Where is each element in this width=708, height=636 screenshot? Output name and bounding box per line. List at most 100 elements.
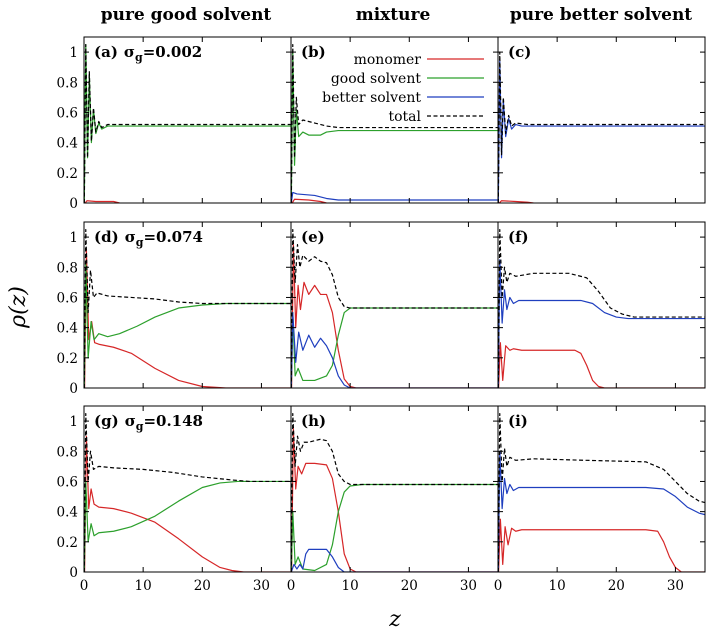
panel-e-label: (e) (301, 228, 325, 246)
x-tick-label: 30 (253, 578, 270, 594)
panel-f-frame (497, 221, 706, 389)
y-tick-label: 1 (69, 230, 78, 246)
y-tick-label: 0.6 (57, 105, 78, 121)
y-tick-label: 0.4 (57, 136, 78, 152)
panel-b-series (291, 43, 498, 203)
panel-c-label: (c) (508, 43, 531, 61)
x-tick-label: 0 (287, 578, 296, 594)
legend: monomer good solvent better solvent total (322, 52, 484, 125)
panel-h-series (291, 412, 498, 572)
panel-c-series (498, 51, 705, 203)
y-tick-label: 0 (69, 381, 78, 397)
x-tick-label: 0 (80, 578, 89, 594)
series-line-better-solvent (498, 450, 705, 572)
series-line-good-solvent (291, 307, 498, 388)
panel-f-series (498, 228, 705, 388)
series-line-better-solvent (498, 259, 705, 388)
series-line-total (498, 412, 705, 572)
y-tick-label: 0.2 (57, 535, 78, 551)
panel-d-label: (d) σg=0.074 (94, 228, 203, 249)
panel-d: 0 0.2 0.4 0.6 0.8 1 (d) σg=0.074 (57, 221, 292, 397)
series-line-good-solvent (84, 263, 291, 388)
y-tick-label: 0.8 (57, 260, 78, 276)
panel-e-series (291, 228, 498, 388)
x-tick-label: 30 (460, 578, 477, 594)
series-line-monomer (498, 342, 705, 388)
panel-g-series (84, 412, 291, 572)
column-title-mixture: mixture (356, 5, 431, 25)
legend-label-good-solvent: good solvent (331, 71, 422, 87)
legend-label-monomer: monomer (354, 52, 422, 68)
series-line-total (84, 43, 291, 203)
panel-d-series (84, 228, 291, 388)
panel-a-label: (a) σg=0.002 (94, 43, 202, 64)
series-line-better-solvent (291, 191, 498, 203)
panel-f: (f) (497, 221, 706, 389)
series-line-monomer (291, 198, 327, 203)
series-line-monomer (291, 428, 498, 572)
y-tick-label: 0.8 (57, 444, 78, 460)
y-tick-label: 0.2 (57, 166, 78, 182)
series-line-good-solvent (84, 43, 291, 203)
y-tick-label: 0.4 (57, 505, 78, 521)
y-axis-label: ρ(z) (6, 286, 31, 329)
series-line-total (84, 412, 291, 572)
y-tick-label: 0.2 (57, 351, 78, 367)
panel-a: 0 0.2 0.4 0.6 0.8 1 (a) σg=0.002 (57, 36, 292, 212)
y-tick-label: 1 (69, 414, 78, 430)
panel-g: 00.20.40.60.810 10 20 30(g) σg=0.148 (57, 405, 292, 594)
series-line-monomer (84, 200, 120, 203)
column-title-pure-better-solvent: pure better solvent (510, 5, 692, 25)
x-tick-label: 10 (549, 578, 566, 594)
series-line-total (291, 43, 498, 203)
x-tick-label: 20 (608, 578, 625, 594)
series-line-total (84, 228, 291, 388)
series-line-good-solvent (291, 483, 498, 572)
x-tick-label: 10 (135, 578, 152, 594)
panel-d-frame (83, 221, 292, 389)
series-line-total (291, 412, 498, 572)
y-tick-label: 0.4 (57, 321, 78, 337)
x-tick-label: 30 (667, 578, 684, 594)
panel-i-frame (497, 405, 706, 573)
x-tick-label: 10 (342, 578, 359, 594)
panel-h-frame (290, 405, 499, 573)
series-line-better-solvent (291, 311, 498, 388)
panel-i-series (498, 412, 705, 572)
series-line-better-solvent (498, 59, 705, 203)
panel-grid: 0 0.2 0.4 0.6 0.8 1 (a) σg=0.002 (b) (c) 0 0.2 0.4 0.… (57, 36, 706, 594)
panel-e: (e) (290, 221, 499, 389)
x-tick-label: 20 (194, 578, 211, 594)
panel-a-frame (83, 36, 292, 204)
panel-h: 0 10 20 30 (h) (287, 405, 499, 594)
series-line-monomer (84, 248, 291, 388)
panel-g-label: (g) σg=0.148 (94, 412, 203, 433)
x-tick-label: 20 (401, 578, 418, 594)
y-tick-label: 1 (69, 45, 78, 61)
y-tick-label: 0.8 (57, 75, 78, 91)
x-tick-label: 0 (494, 578, 503, 594)
panel-e-frame (290, 221, 499, 389)
panel-c-frame (497, 36, 706, 204)
panel-f-label: (f) (508, 228, 529, 246)
series-line-better-solvent (291, 548, 498, 572)
column-titles: pure good solvent mixture pure better so… (101, 5, 693, 25)
y-tick-label: 0 (69, 196, 78, 212)
panel-c: (c) (497, 36, 706, 204)
y-tick-label: 0.6 (57, 474, 78, 490)
panel-i-label: (i) (508, 412, 528, 430)
series-line-total (291, 228, 498, 388)
panel-i: 0 10 20 30 (i) (494, 405, 706, 594)
panel-b-label: (b) (301, 43, 326, 61)
legend-label-better-solvent: better solvent (322, 90, 421, 106)
panel-g-frame (83, 405, 292, 573)
series-line-good-solvent (84, 480, 291, 572)
y-tick-label: 0.6 (57, 290, 78, 306)
legend-label-total: total (388, 109, 421, 125)
column-title-pure-good-solvent: pure good solvent (101, 5, 272, 25)
series-line-total (498, 51, 705, 203)
series-line-monomer (498, 518, 705, 572)
y-tick-label: 0 (69, 565, 78, 581)
panel-a-series (84, 43, 291, 203)
panel-h-label: (h) (301, 412, 326, 430)
